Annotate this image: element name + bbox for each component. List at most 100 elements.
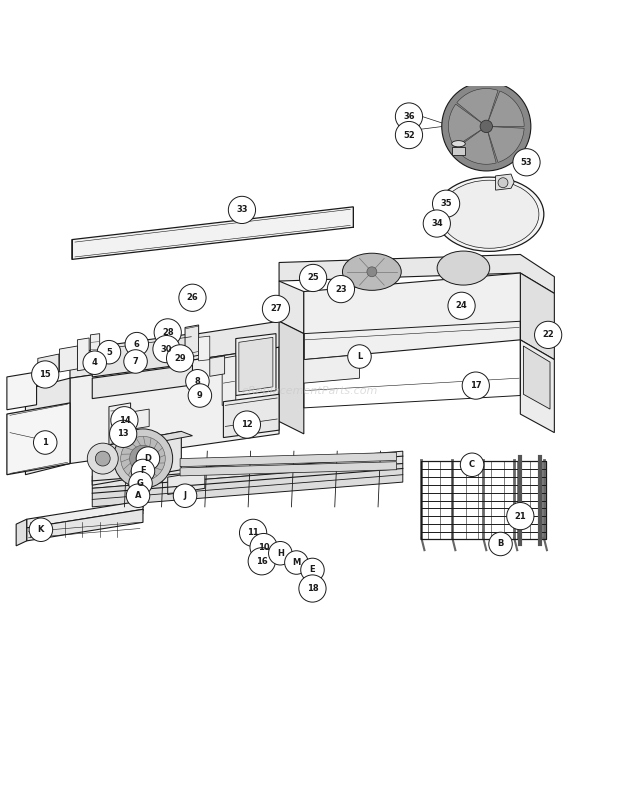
Text: K: K xyxy=(38,525,44,534)
Circle shape xyxy=(153,335,180,363)
Circle shape xyxy=(111,407,138,433)
Polygon shape xyxy=(185,325,198,358)
Ellipse shape xyxy=(437,251,490,285)
Text: H: H xyxy=(277,549,284,558)
Circle shape xyxy=(480,120,492,133)
Polygon shape xyxy=(451,147,465,155)
Circle shape xyxy=(233,411,260,438)
Circle shape xyxy=(179,284,206,312)
Polygon shape xyxy=(236,334,276,396)
Polygon shape xyxy=(92,431,192,452)
Circle shape xyxy=(173,484,197,508)
Text: 25: 25 xyxy=(308,274,319,282)
Polygon shape xyxy=(109,403,131,448)
Polygon shape xyxy=(134,409,149,429)
Text: 4: 4 xyxy=(92,358,98,367)
Circle shape xyxy=(299,575,326,602)
Circle shape xyxy=(154,319,181,346)
Text: 1: 1 xyxy=(42,438,48,447)
Circle shape xyxy=(433,190,459,218)
Circle shape xyxy=(507,502,534,530)
Circle shape xyxy=(126,484,150,508)
Text: 9: 9 xyxy=(197,391,203,400)
Polygon shape xyxy=(70,347,279,464)
Text: 26: 26 xyxy=(187,293,198,302)
Polygon shape xyxy=(279,255,554,293)
Polygon shape xyxy=(168,471,205,494)
Polygon shape xyxy=(456,127,496,165)
Circle shape xyxy=(534,321,562,349)
Polygon shape xyxy=(25,378,70,475)
Circle shape xyxy=(32,361,59,388)
Circle shape xyxy=(136,447,160,471)
Text: 35: 35 xyxy=(440,199,452,208)
Text: M: M xyxy=(292,558,301,567)
Circle shape xyxy=(33,431,57,454)
Circle shape xyxy=(285,551,308,574)
Circle shape xyxy=(301,558,324,581)
Text: 6: 6 xyxy=(134,339,140,349)
Circle shape xyxy=(396,103,423,130)
Ellipse shape xyxy=(451,141,465,147)
Circle shape xyxy=(131,460,155,483)
Circle shape xyxy=(262,295,290,323)
Text: C: C xyxy=(469,460,475,469)
Polygon shape xyxy=(210,356,224,377)
Circle shape xyxy=(188,384,211,407)
Text: 11: 11 xyxy=(247,528,259,537)
Circle shape xyxy=(239,519,267,547)
Text: 21: 21 xyxy=(515,512,526,520)
Circle shape xyxy=(250,533,277,561)
Circle shape xyxy=(87,443,118,474)
Circle shape xyxy=(97,340,121,364)
Polygon shape xyxy=(92,464,403,507)
Circle shape xyxy=(125,332,149,356)
Circle shape xyxy=(95,451,110,466)
Polygon shape xyxy=(7,403,70,475)
Text: 7: 7 xyxy=(133,357,138,366)
Polygon shape xyxy=(520,273,554,360)
Polygon shape xyxy=(72,206,353,259)
Ellipse shape xyxy=(440,180,539,248)
Polygon shape xyxy=(91,334,100,369)
Text: 17: 17 xyxy=(470,381,482,390)
Circle shape xyxy=(489,532,512,556)
Circle shape xyxy=(396,122,423,149)
Polygon shape xyxy=(304,273,520,360)
Text: 36: 36 xyxy=(403,112,415,121)
Polygon shape xyxy=(70,321,304,378)
Polygon shape xyxy=(38,354,59,377)
Text: 14: 14 xyxy=(118,416,130,425)
Polygon shape xyxy=(279,281,304,371)
Polygon shape xyxy=(486,127,524,162)
Polygon shape xyxy=(520,340,554,433)
Text: B: B xyxy=(497,539,503,548)
Text: F: F xyxy=(140,467,146,475)
Polygon shape xyxy=(27,501,143,528)
Polygon shape xyxy=(222,356,236,406)
Polygon shape xyxy=(223,394,279,437)
Text: 12: 12 xyxy=(241,420,253,429)
Circle shape xyxy=(448,292,475,320)
Circle shape xyxy=(460,453,484,476)
Circle shape xyxy=(124,350,148,373)
Circle shape xyxy=(29,518,53,542)
Polygon shape xyxy=(486,91,524,127)
Text: 10: 10 xyxy=(258,543,270,551)
Circle shape xyxy=(130,445,156,472)
Text: 33: 33 xyxy=(236,206,248,214)
Circle shape xyxy=(498,178,508,187)
Polygon shape xyxy=(495,174,514,190)
Circle shape xyxy=(83,351,107,374)
Ellipse shape xyxy=(435,177,544,252)
Text: A: A xyxy=(135,491,141,500)
Polygon shape xyxy=(448,104,486,147)
Polygon shape xyxy=(304,354,360,383)
Circle shape xyxy=(113,429,172,488)
Circle shape xyxy=(248,547,275,575)
Polygon shape xyxy=(60,346,78,372)
Text: 8: 8 xyxy=(195,377,200,386)
Text: 5: 5 xyxy=(106,348,112,357)
Circle shape xyxy=(367,267,377,277)
Polygon shape xyxy=(180,462,397,476)
